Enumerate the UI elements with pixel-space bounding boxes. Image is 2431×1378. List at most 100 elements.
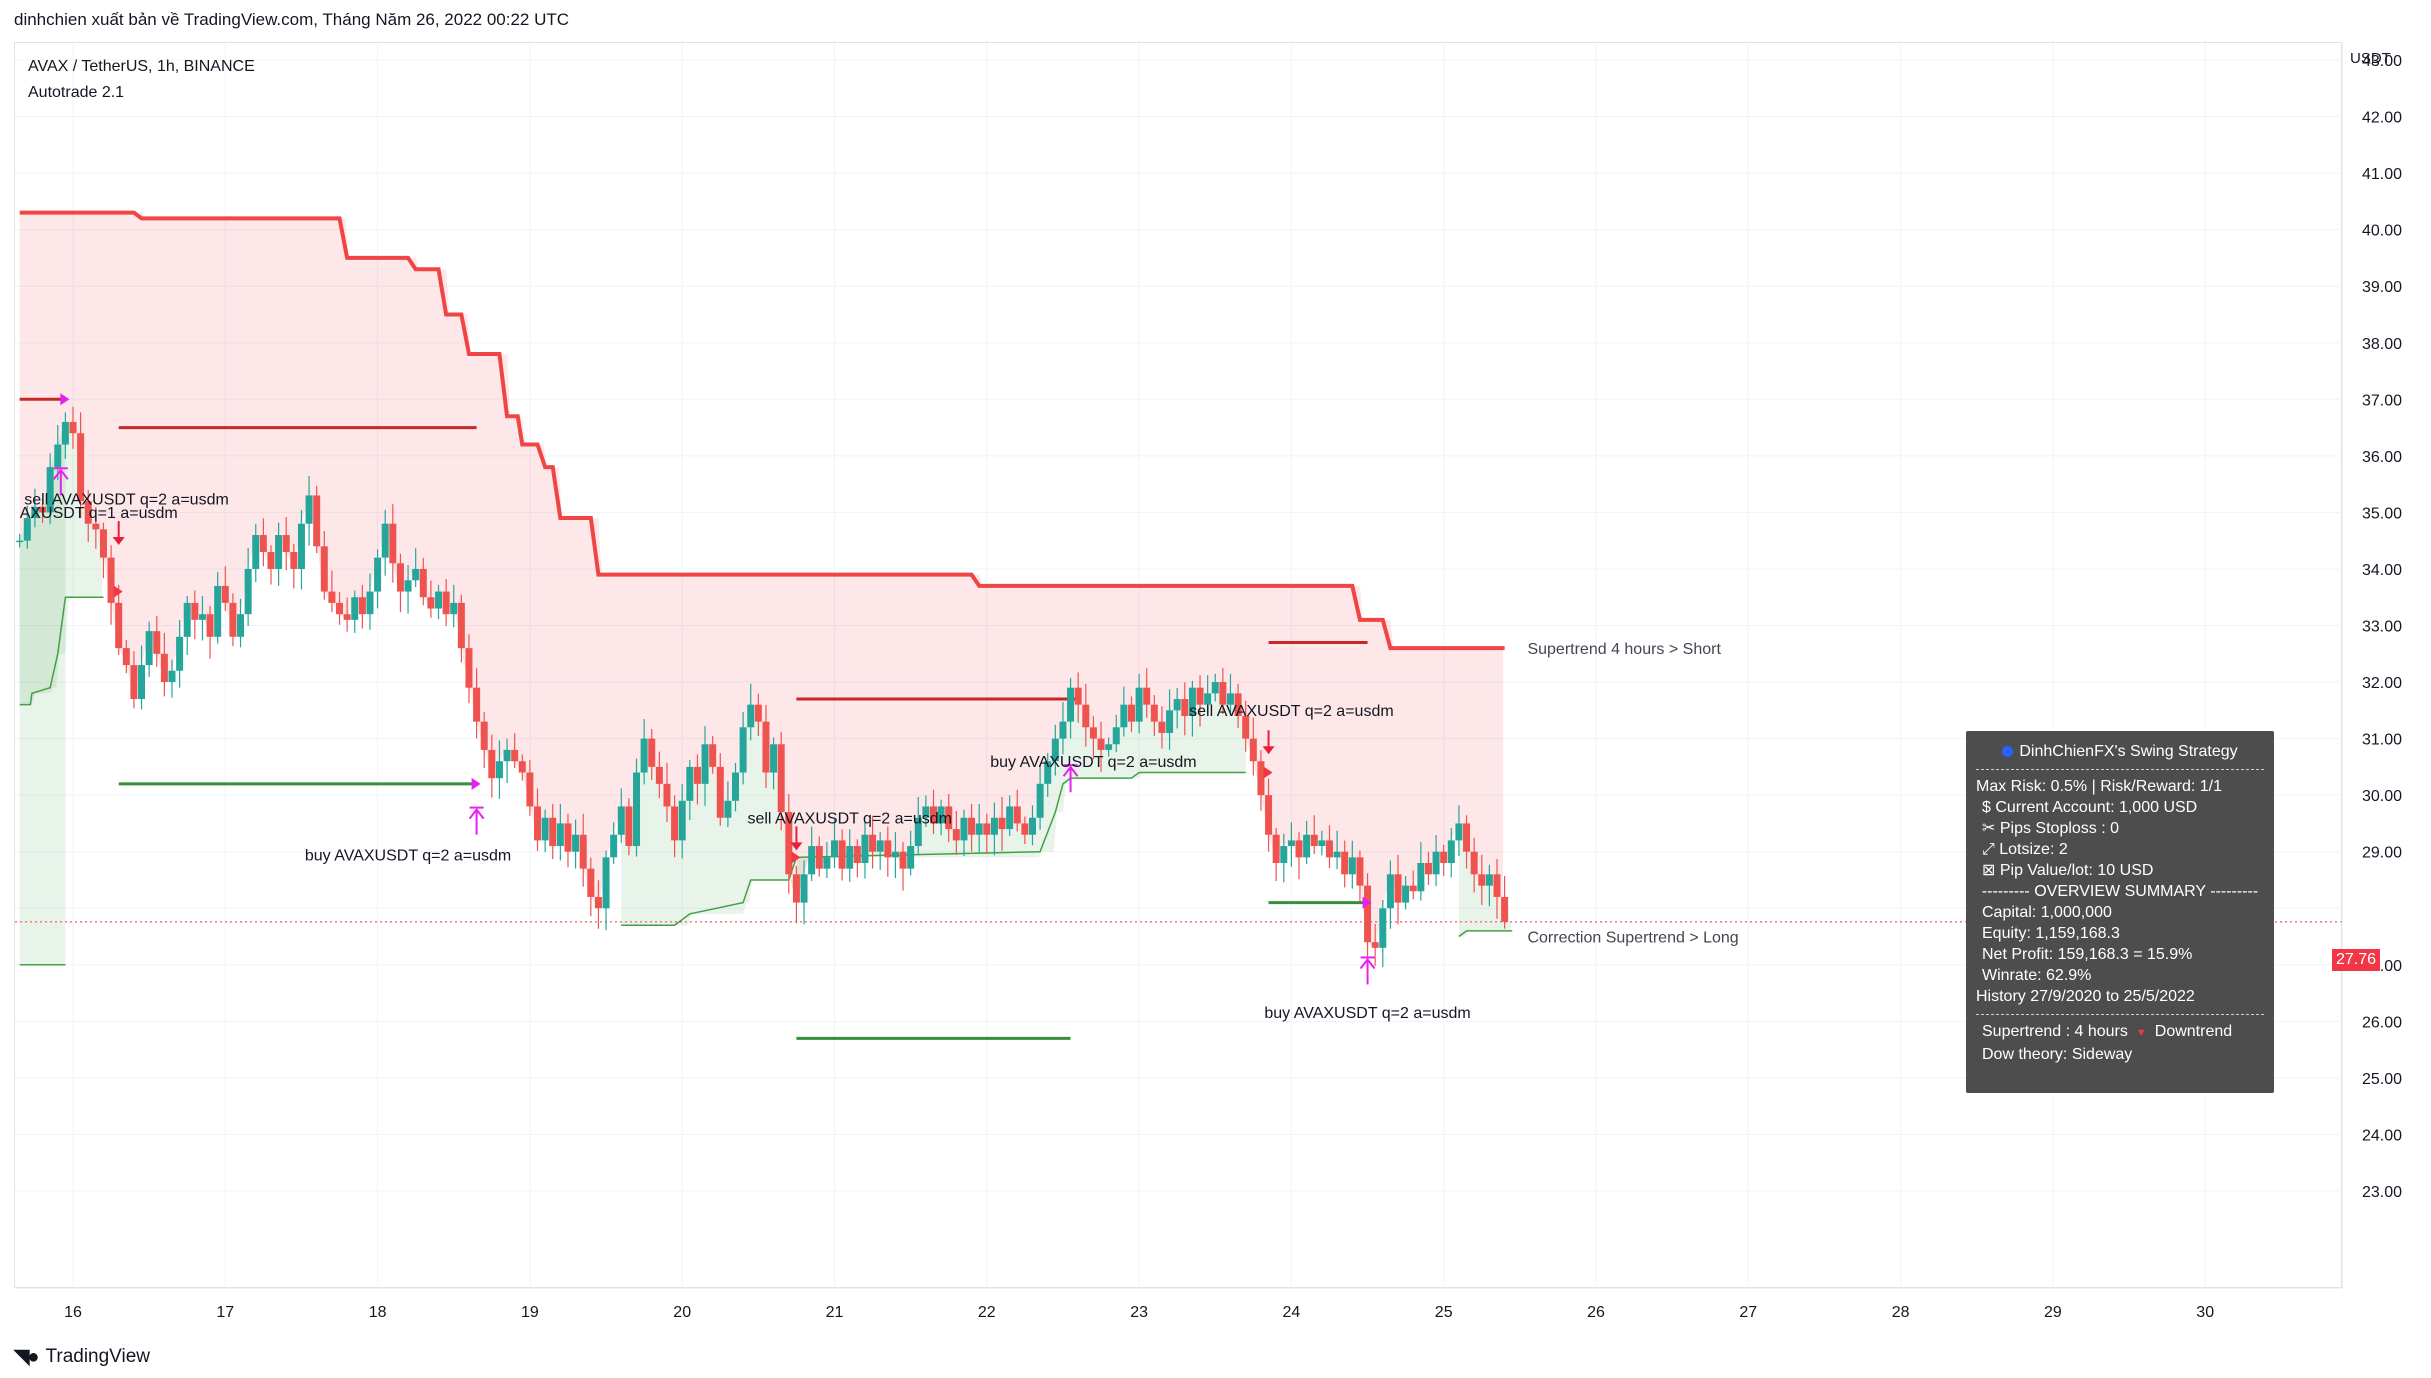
- candle-body: [1440, 851, 1448, 864]
- candle-body: [275, 535, 283, 569]
- candle-body: [1120, 704, 1128, 728]
- candle-body: [396, 563, 404, 592]
- candle-body: [495, 761, 503, 779]
- tradingview-logo-icon: ◥●: [14, 1346, 40, 1368]
- candle-body: [138, 665, 146, 700]
- long-zone-fill: [19, 421, 66, 965]
- axis-unit-label: USDT: [2350, 50, 2391, 67]
- candle-body: [655, 766, 663, 784]
- candle-body: [937, 806, 945, 824]
- candle-body: [907, 846, 915, 869]
- time-tick-label: 20: [673, 1304, 691, 1321]
- candle-body: [488, 749, 496, 779]
- candle-body: [1158, 721, 1166, 733]
- candle-body: [732, 772, 740, 801]
- trend-annotation: Correction Supertrend > Long: [1527, 930, 1738, 947]
- candle-body: [983, 823, 991, 835]
- candle-body: [450, 602, 458, 615]
- candle-body: [480, 721, 488, 750]
- tradingview-logo[interactable]: ◥● TradingView: [14, 1344, 150, 1369]
- candle-body: [1166, 710, 1174, 733]
- candle-body: [1105, 744, 1113, 750]
- candle-body: [838, 840, 846, 869]
- candle-body: [313, 495, 321, 547]
- candle-body: [358, 597, 366, 615]
- price-tick-label: 31.00: [2362, 732, 2402, 749]
- candle-body: [701, 744, 709, 784]
- entry-marker-icon: [113, 585, 123, 598]
- price-tick-label: 23.00: [2362, 1184, 2402, 1201]
- candle-body: [1196, 687, 1204, 705]
- candle-body: [206, 614, 214, 637]
- candle-body: [1493, 874, 1501, 897]
- candle-body: [511, 749, 519, 762]
- candle-body: [594, 896, 602, 909]
- footer-brand: TradingView: [45, 1345, 151, 1367]
- short-zone-fill: [19, 212, 1504, 948]
- candle-body: [54, 444, 62, 468]
- candle-body: [229, 602, 237, 637]
- panel-line: Capital: 1,000,000: [1982, 904, 2112, 921]
- candle-body: [1242, 715, 1250, 739]
- time-tick-label: 23: [1130, 1304, 1148, 1321]
- candle-body: [1257, 761, 1265, 796]
- candle-body: [610, 834, 618, 858]
- candle-body: [259, 535, 267, 552]
- candle-body: [884, 840, 892, 858]
- candle-body: [297, 523, 305, 569]
- long-zone-fill: [621, 682, 1246, 926]
- symbol-legend[interactable]: AVAX / TetherUS, 1h, BINANCE Autotrade 2…: [28, 54, 255, 106]
- price-tick-label: 35.00: [2362, 505, 2402, 522]
- candle-body: [176, 636, 184, 671]
- candle-body: [1409, 885, 1417, 892]
- candle-body: [1478, 874, 1486, 886]
- candle-body: [1310, 834, 1318, 847]
- candle-body: [69, 421, 77, 434]
- candle-body: [1249, 738, 1257, 762]
- candle-body: [663, 783, 671, 807]
- candle-body: [815, 846, 823, 869]
- candle-body: [336, 602, 344, 615]
- candle-body: [61, 421, 69, 445]
- indicator-name[interactable]: Autotrade 2.1: [28, 84, 125, 101]
- candle-body: [831, 840, 838, 858]
- signal-label: buy AVAXUSDT q=2 a=usdm: [990, 754, 1196, 771]
- candle-body: [1135, 687, 1143, 722]
- panel-line: Net Profit: 159,168.3 = 15.9%: [1982, 946, 2193, 963]
- candle-body: [1379, 908, 1387, 948]
- candle-body: [891, 851, 899, 858]
- candle-body: [153, 631, 161, 654]
- candle-body: [503, 749, 511, 762]
- candle-body: [602, 857, 610, 909]
- supertrend-short-line: [19, 210, 1505, 651]
- entry-marker-icon: [791, 851, 801, 864]
- candle-body: [1455, 823, 1463, 841]
- candle-body: [549, 817, 557, 847]
- candle-body: [716, 766, 724, 818]
- candle-body: [1097, 738, 1105, 750]
- candle-body: [1234, 693, 1242, 716]
- candle-body: [968, 817, 976, 835]
- entry-marker-icon: [1362, 896, 1372, 909]
- candle-body: [282, 535, 290, 552]
- candle-body: [1074, 687, 1082, 705]
- price-axis: 23.0024.0025.0026.0027.0029.0030.0031.00…: [2341, 43, 2402, 1288]
- candle-body: [1089, 727, 1097, 739]
- candle-body: [929, 806, 937, 824]
- candle-body: [122, 648, 130, 666]
- candle-body: [457, 602, 465, 649]
- candle-body: [1219, 682, 1227, 705]
- overview-header: --------- OVERVIEW SUMMARY ---------: [1981, 883, 2259, 900]
- panel-title: DinhChienFX's Swing Strategy: [2019, 743, 2238, 760]
- supertrend-lines: [15, 210, 2342, 1040]
- candle-body: [1211, 682, 1219, 694]
- signal-label: buy AVAXUSDT q=2 a=usdm: [305, 848, 511, 865]
- symbol-title[interactable]: AVAX / TetherUS, 1h, BINANCE: [28, 58, 255, 75]
- candle-body: [198, 614, 206, 620]
- candle-body: [1127, 704, 1135, 722]
- candle-body: [556, 823, 564, 847]
- time-tick-label: 29: [2044, 1304, 2062, 1321]
- candle-body: [1424, 863, 1432, 875]
- price-tick-label: 24.00: [2362, 1127, 2402, 1144]
